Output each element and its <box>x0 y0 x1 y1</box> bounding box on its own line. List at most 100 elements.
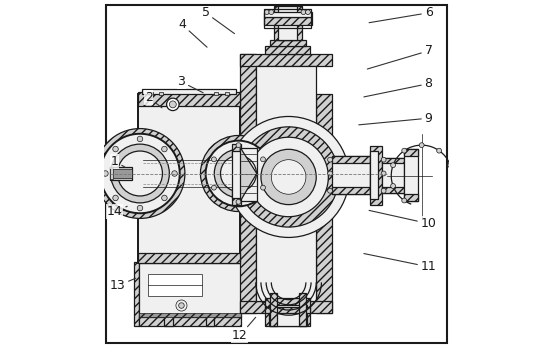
Bar <box>240 302 332 313</box>
Bar <box>370 146 382 205</box>
Bar <box>232 151 240 198</box>
Circle shape <box>381 188 386 193</box>
Circle shape <box>221 155 257 192</box>
Bar <box>270 293 276 325</box>
Circle shape <box>327 188 332 193</box>
Circle shape <box>118 151 163 196</box>
Text: 2: 2 <box>145 91 162 108</box>
Bar <box>370 151 378 200</box>
Bar <box>265 45 310 54</box>
Circle shape <box>179 303 184 308</box>
Bar <box>139 313 241 317</box>
Circle shape <box>169 101 176 108</box>
Bar <box>139 316 241 326</box>
Circle shape <box>206 141 272 206</box>
Bar <box>225 92 229 95</box>
Circle shape <box>269 10 274 15</box>
Bar <box>274 6 302 41</box>
Bar <box>382 158 404 163</box>
Circle shape <box>419 143 424 147</box>
Circle shape <box>176 300 187 311</box>
Bar <box>264 9 311 28</box>
Text: 13: 13 <box>109 278 135 292</box>
Bar <box>159 92 163 95</box>
Circle shape <box>113 195 118 201</box>
Polygon shape <box>240 147 257 201</box>
Circle shape <box>327 157 332 162</box>
Circle shape <box>228 117 349 237</box>
Circle shape <box>249 137 328 217</box>
Circle shape <box>100 134 180 213</box>
Circle shape <box>172 171 178 176</box>
Circle shape <box>95 129 185 218</box>
Circle shape <box>390 184 395 188</box>
Circle shape <box>381 157 386 162</box>
Bar <box>164 316 173 326</box>
Text: 8: 8 <box>364 77 432 97</box>
Circle shape <box>137 205 143 211</box>
Bar <box>110 168 113 179</box>
Circle shape <box>103 171 108 176</box>
Bar <box>134 262 139 326</box>
Circle shape <box>264 10 269 15</box>
Text: 7: 7 <box>367 44 432 69</box>
Circle shape <box>260 157 265 162</box>
Bar <box>332 156 370 163</box>
Bar <box>316 94 332 313</box>
Bar <box>299 293 306 325</box>
Bar <box>404 194 418 201</box>
Circle shape <box>211 185 216 190</box>
Circle shape <box>437 148 441 153</box>
Bar <box>240 147 257 201</box>
Text: 11: 11 <box>364 254 436 273</box>
Circle shape <box>113 146 118 152</box>
Bar <box>143 89 236 94</box>
Circle shape <box>111 144 169 203</box>
Bar <box>206 316 215 326</box>
Bar <box>240 54 332 66</box>
Circle shape <box>211 157 216 162</box>
Circle shape <box>261 149 316 205</box>
Bar <box>110 167 132 180</box>
Bar <box>215 92 218 95</box>
Bar <box>139 263 241 317</box>
Circle shape <box>238 127 338 227</box>
Text: 12: 12 <box>232 317 255 342</box>
Bar <box>269 305 307 325</box>
Circle shape <box>390 163 395 168</box>
Bar <box>149 92 153 95</box>
Circle shape <box>448 163 453 168</box>
Bar <box>138 94 240 263</box>
Circle shape <box>166 98 179 111</box>
Bar <box>264 12 312 17</box>
Text: 14: 14 <box>107 205 127 218</box>
Circle shape <box>236 143 241 147</box>
Circle shape <box>161 146 167 152</box>
Bar <box>278 6 297 41</box>
Text: 9: 9 <box>359 112 432 125</box>
Circle shape <box>201 135 276 212</box>
Bar <box>382 158 404 193</box>
Bar <box>110 169 132 178</box>
Circle shape <box>137 136 143 142</box>
Circle shape <box>260 185 265 190</box>
Bar <box>256 66 316 302</box>
Bar <box>332 156 370 194</box>
Bar <box>240 54 256 313</box>
Text: 10: 10 <box>369 210 436 230</box>
Bar <box>270 41 306 45</box>
Text: 1: 1 <box>111 155 125 168</box>
Circle shape <box>215 149 263 198</box>
Circle shape <box>327 171 332 176</box>
Bar <box>232 144 241 205</box>
Circle shape <box>402 198 406 203</box>
Circle shape <box>402 148 406 153</box>
Bar <box>404 149 418 156</box>
Bar <box>382 187 404 193</box>
Bar <box>404 149 418 201</box>
Text: 3: 3 <box>178 75 203 93</box>
Bar <box>265 306 310 313</box>
Bar <box>148 274 201 296</box>
Circle shape <box>161 195 167 201</box>
Text: 6: 6 <box>369 6 432 23</box>
